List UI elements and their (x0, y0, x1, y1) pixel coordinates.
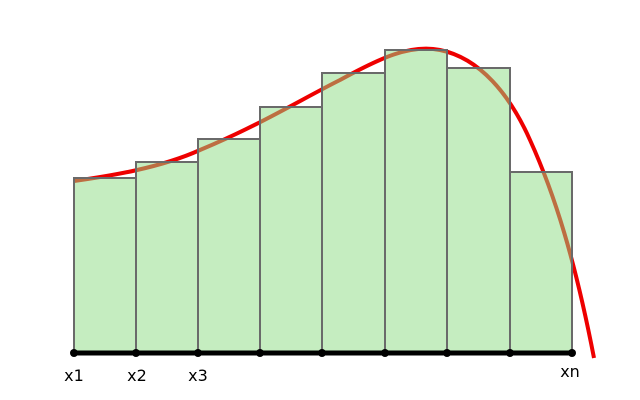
bar (135, 161, 199, 354)
axis-point (256, 349, 264, 357)
bars (73, 49, 573, 354)
axis-point (132, 349, 140, 357)
axis-points (70, 349, 576, 357)
point-label: x1 (64, 366, 84, 385)
axis-point (381, 349, 389, 357)
bar (197, 138, 261, 354)
point-label: x3 (188, 366, 208, 385)
bar (73, 177, 137, 354)
axis-point (318, 349, 326, 357)
point-label: x2 (127, 366, 147, 385)
axis-point (568, 349, 576, 357)
bar (509, 171, 573, 354)
axis-point (70, 349, 78, 357)
axis-point (194, 349, 202, 357)
bar (446, 67, 511, 354)
axis-point (443, 349, 451, 357)
axis-point (506, 349, 514, 357)
bar (384, 49, 448, 354)
point-label: xn (560, 362, 580, 381)
bar (259, 106, 323, 354)
bar (321, 72, 386, 354)
